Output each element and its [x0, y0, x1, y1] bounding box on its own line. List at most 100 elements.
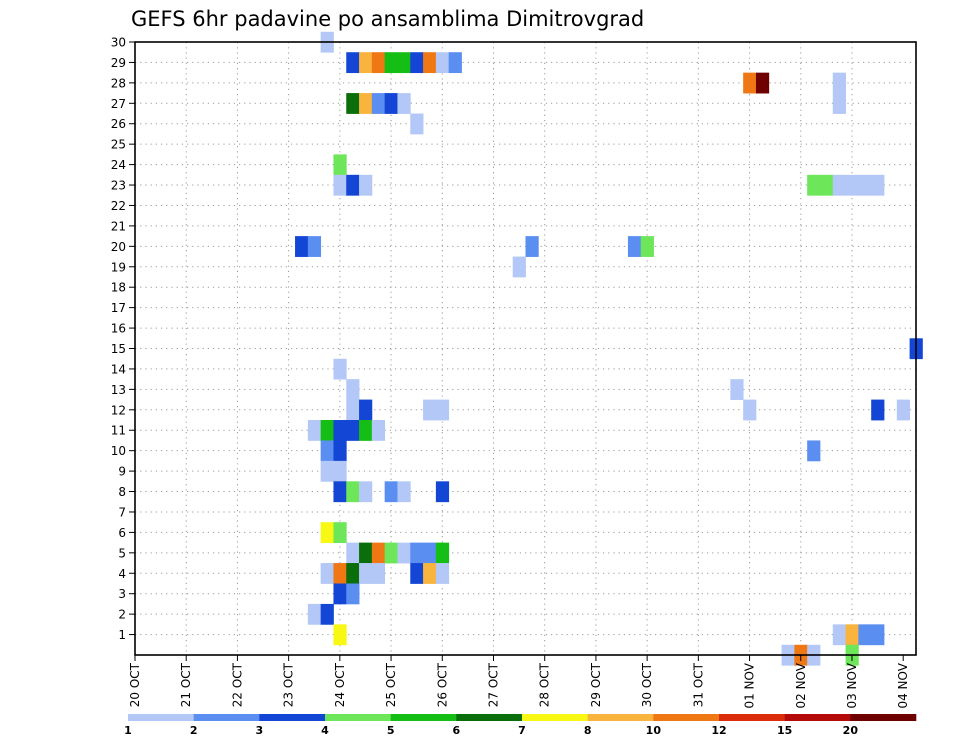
heatmap-cell — [371, 93, 386, 114]
heatmap-cell — [397, 481, 411, 503]
chart-title: GEFS 6hr padavine po ansamblima Dimitrov… — [131, 7, 644, 31]
heatmap-cell — [435, 52, 450, 74]
x-tick-label: 29 OCT — [589, 662, 603, 707]
heatmap-cell — [397, 542, 411, 564]
x-tick-label: 24 OCT — [333, 662, 347, 707]
heatmap-cell — [807, 440, 821, 462]
heatmap-cell — [871, 624, 885, 646]
colorbar-label: 7 — [518, 724, 526, 737]
heatmap-cell — [640, 236, 654, 257]
heatmap-cell — [307, 420, 322, 441]
heatmap-cell — [346, 52, 360, 74]
x-tick-label: 01 NOV — [743, 662, 757, 708]
heatmap-cell — [410, 542, 424, 564]
heatmap-cell — [871, 399, 885, 421]
y-tick-label: 2 — [118, 608, 126, 622]
y-tick-label: 21 — [111, 219, 126, 233]
heatmap-cell — [359, 93, 373, 114]
heatmap-cell — [819, 174, 834, 196]
grid-layer — [135, 42, 916, 655]
colorbar-swatch — [587, 714, 654, 721]
x-tick-label: 31 OCT — [691, 662, 705, 707]
y-tick-label: 20 — [111, 240, 126, 254]
y-tick-label: 10 — [111, 444, 126, 458]
heatmap-cell — [333, 522, 347, 544]
x-tick-label: 30 OCT — [640, 662, 654, 707]
heatmap-cell — [359, 542, 373, 564]
x-tick-label: 04 NOV — [896, 662, 910, 708]
y-tick-label: 29 — [111, 56, 126, 70]
heatmap-cell — [359, 174, 373, 196]
heatmap-cell — [359, 563, 373, 584]
colorbar-swatch — [522, 714, 588, 721]
heatmap-cell — [333, 624, 347, 646]
y-tick-label: 24 — [111, 158, 126, 172]
heatmap-cell — [448, 52, 462, 74]
x-tick-label: 26 OCT — [435, 662, 449, 707]
heatmap-cell — [320, 522, 334, 544]
heatmap-cell — [307, 603, 322, 625]
heatmap-cell — [320, 460, 334, 482]
heatmap-cell — [359, 481, 373, 503]
y-tick-label: 7 — [118, 505, 126, 519]
heatmap-cell — [346, 563, 360, 584]
y-tick-label: 6 — [118, 526, 126, 540]
heatmap-cell — [333, 154, 347, 176]
x-axis: 20 OCT 21 OCT 22 OCT 23 OCT 24 OCT 25 OCT 26 O… — [128, 655, 910, 709]
colorbar-label: 4 — [321, 724, 329, 737]
heatmap-cell — [371, 542, 386, 564]
heatmap-cell — [346, 420, 360, 441]
heatmap-cells — [295, 31, 923, 666]
y-tick-label: 13 — [111, 383, 126, 397]
x-tick-label: 02 NOV — [794, 662, 808, 708]
heatmap-cell — [871, 174, 885, 196]
heatmap-cell — [333, 174, 347, 196]
heatmap-cell — [512, 256, 526, 278]
y-tick-label: 17 — [111, 301, 126, 315]
heatmap-cell — [423, 52, 437, 74]
colorbar-label: 8 — [584, 724, 592, 737]
heatmap-cell — [435, 542, 450, 564]
heatmap-cell — [371, 420, 386, 441]
x-tick-label: 22 OCT — [230, 662, 244, 707]
y-tick-label: 15 — [111, 342, 126, 356]
heatmap-cell — [832, 93, 846, 114]
heatmap-cell — [410, 563, 424, 584]
heatmap-cell — [743, 72, 757, 94]
y-tick-label: 1 — [118, 628, 126, 642]
colorbar-swatch — [193, 714, 260, 721]
heatmap-cell — [845, 624, 859, 646]
y-tick-label: 23 — [111, 179, 126, 193]
colorbar-swatch — [719, 714, 785, 721]
heatmap-cell — [435, 563, 450, 584]
heatmap-cell — [627, 236, 642, 257]
y-tick-label: 18 — [111, 281, 126, 295]
y-tick-label: 9 — [118, 465, 126, 479]
y-tick-label: 19 — [111, 260, 126, 274]
y-tick-label: 27 — [111, 97, 126, 111]
heatmap-cell — [384, 542, 398, 564]
heatmap-cell — [410, 52, 424, 74]
x-tick-label: 20 OCT — [128, 662, 142, 707]
y-tick-label: 8 — [118, 485, 126, 499]
heatmap-cell — [346, 542, 360, 564]
heatmap-cell — [858, 174, 872, 196]
colorbar-label: 3 — [256, 724, 264, 737]
x-tick-label: 28 OCT — [538, 662, 552, 707]
x-tick-label: 27 OCT — [486, 662, 500, 707]
y-axis: 1234567891011121314151617181920212223242… — [111, 36, 135, 642]
x-tick-label: 25 OCT — [384, 662, 398, 707]
heatmap-cell — [730, 379, 744, 400]
colorbar-label: 6 — [453, 724, 461, 737]
heatmap-cell — [384, 52, 398, 74]
heatmap-cell — [359, 420, 373, 441]
heatmap-cell — [359, 399, 373, 421]
heatmap-cell — [333, 481, 347, 503]
y-tick-label: 25 — [111, 138, 126, 152]
heatmap-cell — [333, 563, 347, 584]
x-tick-label: 23 OCT — [282, 662, 296, 707]
colorbar-swatch — [390, 714, 457, 721]
heatmap-cell — [346, 399, 360, 421]
colorbar-swatch — [128, 714, 194, 721]
